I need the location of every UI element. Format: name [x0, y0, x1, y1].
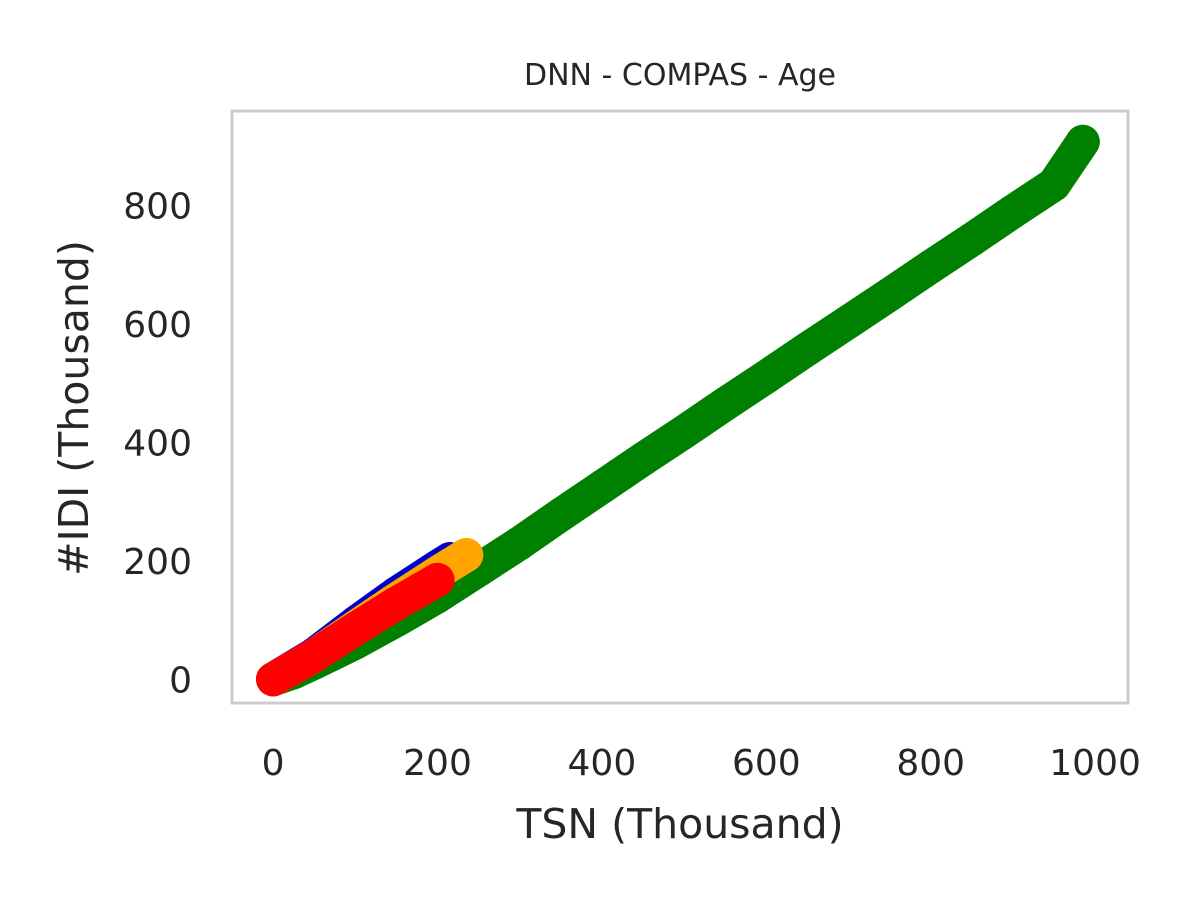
- chart-title: DNN - COMPAS - Age: [524, 58, 836, 93]
- data-point: [297, 638, 332, 673]
- series-layer: [256, 124, 1100, 697]
- y-tick-label: 200: [123, 542, 192, 583]
- data-point: [913, 249, 948, 284]
- data-point: [256, 662, 291, 697]
- data-point: [543, 497, 578, 532]
- y-tick-label: 800: [123, 187, 192, 228]
- data-point: [790, 332, 825, 366]
- data-point: [667, 414, 702, 449]
- y-tick-label: 400: [123, 424, 192, 465]
- data-point: [1037, 167, 1071, 202]
- x-tick-label: 1000: [1049, 743, 1141, 784]
- data-point: [995, 194, 1030, 229]
- data-point: [449, 538, 484, 572]
- data-point: [831, 304, 866, 339]
- data-point: [502, 526, 537, 561]
- y-tick-label: 600: [123, 305, 192, 346]
- data-point: [626, 442, 660, 477]
- x-tick-label: 800: [896, 743, 965, 784]
- data-point: [954, 222, 989, 257]
- y-tick-label: 0: [169, 660, 192, 701]
- x-axis-ticks: 0 200 400 600 800 1000: [262, 743, 1141, 784]
- y-axis-ticks: 0 200 400 600 800: [123, 187, 192, 702]
- data-point: [749, 359, 784, 394]
- data-point: [379, 586, 414, 621]
- x-tick-label: 200: [403, 743, 472, 784]
- data-point: [584, 469, 619, 504]
- data-point: [872, 277, 907, 312]
- data-point: [420, 562, 455, 597]
- y-axis-label: #IDI (Thousand): [50, 240, 98, 576]
- data-point: [338, 612, 373, 646]
- x-tick-label: 0: [262, 743, 285, 784]
- x-tick-label: 600: [732, 743, 801, 784]
- x-axis-label: TSN (Thousand): [515, 800, 843, 848]
- data-point: [1065, 124, 1100, 159]
- x-tick-label: 400: [568, 743, 637, 784]
- data-point: [708, 387, 743, 421]
